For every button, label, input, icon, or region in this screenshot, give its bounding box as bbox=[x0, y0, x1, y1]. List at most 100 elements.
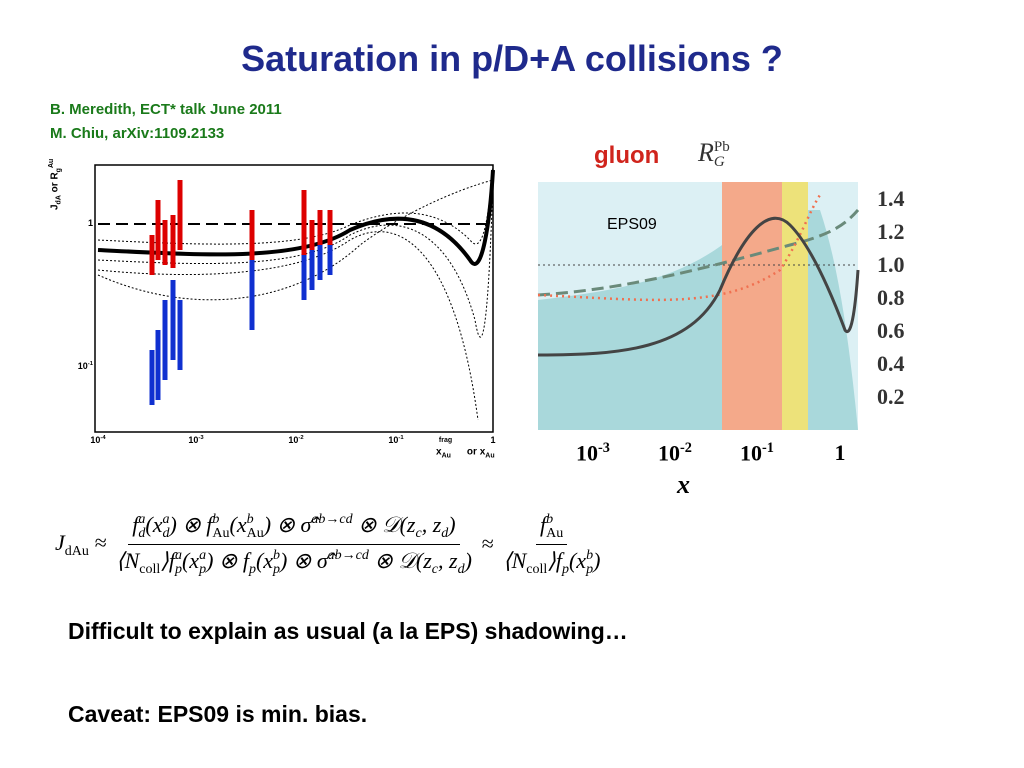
superscript bbox=[249, 549, 256, 563]
superscript bbox=[526, 549, 547, 563]
denominator: ⟨N coll ⟩f a p (x a p) ⊗ f p (x b p) ⊗ σ̂ ab→cd ⊗ 𝒟(… bbox=[112, 545, 476, 577]
tick-exp: -2 bbox=[298, 435, 304, 441]
subscript: d bbox=[162, 525, 170, 541]
axis-label-part: J bbox=[49, 204, 61, 210]
subscript: Au bbox=[546, 525, 564, 541]
formula-text: ⊗ 𝒟( bbox=[352, 512, 407, 537]
symbol: z bbox=[449, 547, 458, 573]
subscript: d bbox=[441, 525, 449, 541]
symbol: z bbox=[423, 547, 432, 573]
formula-symbol: σ̂ ab→cd bbox=[301, 512, 353, 537]
subscript bbox=[311, 527, 352, 541]
axis-label-part: Au bbox=[48, 158, 55, 169]
formula-text: , bbox=[438, 547, 449, 573]
fraction: f a d (x a d) ⊗ f b Au (x b Au) ⊗ σ̂ ab→cd ⊗ 𝒟(z c, … bbox=[112, 512, 476, 577]
symbol: z bbox=[432, 512, 442, 537]
formula-text: ⟨ bbox=[502, 547, 512, 573]
tick-base: 10 bbox=[388, 435, 399, 445]
tick-exp: -3 bbox=[198, 435, 204, 441]
superscript: b bbox=[546, 511, 554, 527]
scripts: ab→cd bbox=[311, 511, 353, 541]
formula-text: ⟩ bbox=[160, 547, 169, 573]
subscript: p bbox=[561, 561, 569, 577]
subscript: d bbox=[138, 525, 146, 541]
tick-label: 10-4 bbox=[90, 435, 105, 445]
superscript bbox=[562, 549, 569, 563]
scripts: d bbox=[458, 549, 465, 577]
formula-text: , bbox=[421, 512, 433, 537]
superscript: ab→cd bbox=[311, 511, 353, 527]
quantity: R G Pb bbox=[698, 138, 730, 170]
superscript: Pb bbox=[713, 139, 730, 156]
credit: M. Chiu, arXiv:1109.2133 bbox=[50, 125, 225, 142]
superscript: a bbox=[199, 547, 207, 563]
left-red-points bbox=[149, 180, 333, 275]
scripts: coll bbox=[139, 549, 160, 577]
subscript: coll bbox=[139, 561, 161, 577]
symbol: N bbox=[124, 547, 140, 573]
formula-symbol: σ̂ ab→cd bbox=[317, 548, 369, 573]
tick-exp: -4 bbox=[100, 435, 106, 441]
subscript: Au bbox=[246, 525, 264, 541]
approx: ≈ bbox=[475, 531, 499, 557]
scripts: dAu bbox=[65, 531, 89, 559]
tick-base: 10 bbox=[740, 440, 763, 466]
symbol: f bbox=[168, 547, 175, 573]
formula-text: ( bbox=[568, 547, 577, 573]
symbol: f bbox=[540, 512, 547, 537]
axis-label-part: or R bbox=[49, 172, 61, 196]
formula-text: ) bbox=[448, 512, 456, 537]
y-tick-label: 0.4 bbox=[877, 351, 905, 376]
axis-label-part: or x bbox=[464, 446, 486, 458]
tick-label: 1 bbox=[490, 435, 495, 445]
tick-base: 10 bbox=[77, 361, 88, 371]
scripts: c bbox=[415, 513, 421, 541]
tick-base: 1 bbox=[490, 435, 496, 445]
right-dashed-curve bbox=[537, 209, 860, 297]
superscript: b bbox=[586, 547, 594, 563]
subscript: p bbox=[273, 561, 281, 577]
tick-label: 10-2 bbox=[288, 435, 303, 445]
right-salmon-band bbox=[722, 182, 782, 430]
subscript: c bbox=[415, 525, 422, 541]
superscript bbox=[65, 531, 89, 545]
subscript: p bbox=[199, 561, 207, 577]
y-tick-label: 1.0 bbox=[877, 252, 905, 277]
formula-text: ( bbox=[145, 512, 153, 537]
bullet: Caveat: EPS09 is min. bias. bbox=[68, 701, 368, 727]
superscript: a bbox=[174, 547, 182, 563]
tick-exp: -1 bbox=[87, 361, 93, 367]
superscript: ab→cd bbox=[327, 547, 369, 563]
tick-base: 1 bbox=[834, 440, 846, 465]
tick-exp: -2 bbox=[680, 440, 692, 456]
formula-text: ) ⊗ bbox=[280, 547, 317, 573]
symbol: x bbox=[576, 547, 587, 573]
superscript: a bbox=[138, 511, 146, 527]
scripts: b Au bbox=[212, 512, 229, 541]
superscript: b bbox=[273, 547, 281, 563]
formula-symbol: f b Au bbox=[206, 512, 229, 540]
formula-text: ) ⊗ bbox=[206, 547, 243, 573]
formula-text: ) bbox=[593, 547, 601, 573]
scripts: p bbox=[249, 549, 256, 577]
y-tick-label: 0.2 bbox=[877, 384, 905, 409]
bullet: Difficult to explain as usual (a la EPS)… bbox=[68, 618, 628, 644]
formula-text: ( bbox=[229, 512, 237, 537]
